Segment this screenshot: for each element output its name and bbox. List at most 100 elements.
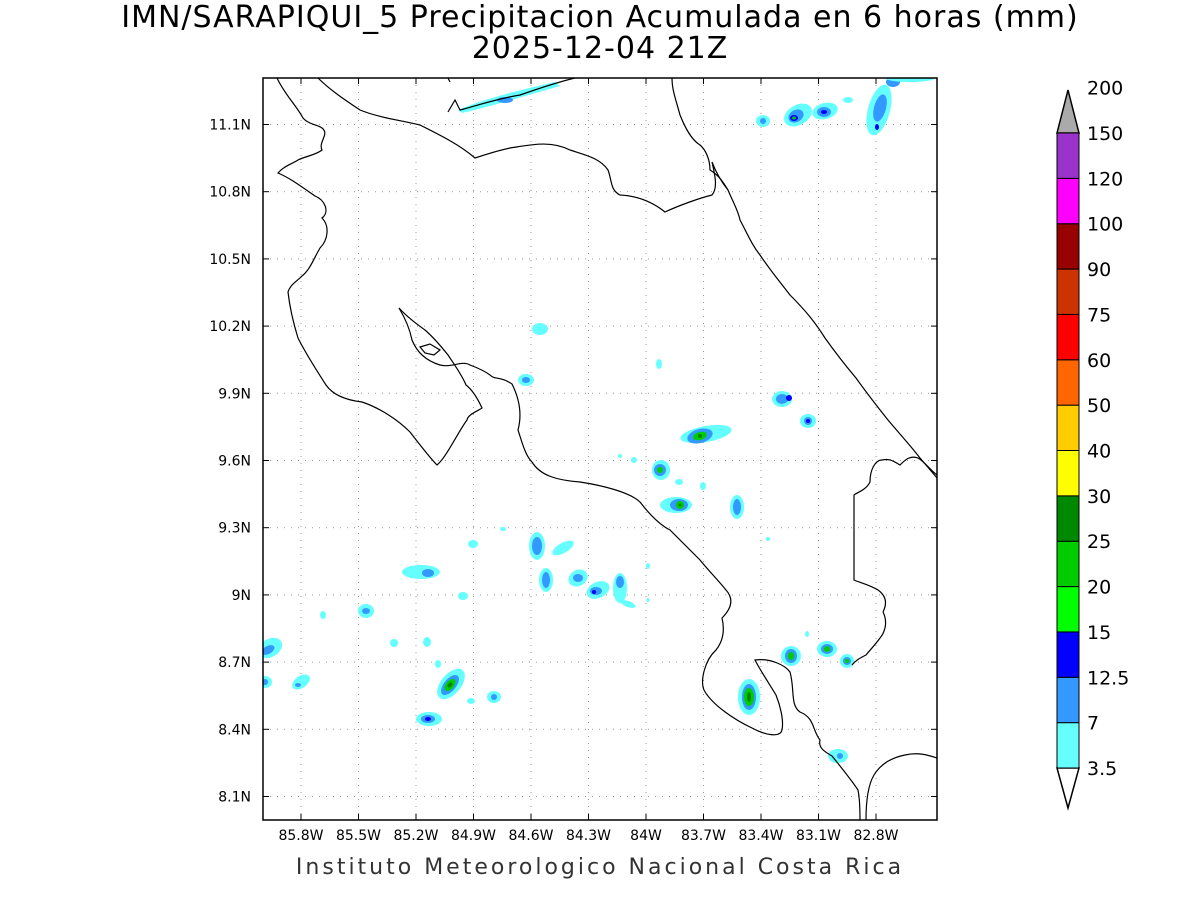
precip-cell [532, 323, 548, 335]
precip-cell [539, 568, 553, 592]
precip-cell [263, 676, 272, 688]
precip-cell [656, 359, 662, 369]
precip-cell [613, 573, 636, 608]
precip-cell [618, 454, 637, 463]
precip-cell [552, 540, 574, 556]
precip-cell [805, 631, 809, 637]
precip-cell [660, 497, 692, 513]
colorbar-label: 20 [1087, 577, 1111, 599]
precip-cells [263, 78, 935, 763]
colorbar-swatch [1056, 177, 1080, 225]
colorbar-label: 7 [1087, 713, 1099, 735]
precip-cell [487, 691, 501, 703]
coastlines [276, 78, 937, 820]
x-tick-label: 85.8W [278, 828, 323, 844]
precip-cell [586, 581, 610, 599]
precip-cell [817, 641, 837, 657]
precip-cell [866, 78, 935, 136]
colorbar-swatch [1056, 268, 1080, 315]
precip-cell [320, 611, 431, 647]
colorbar-label: 25 [1087, 531, 1111, 553]
precip-cell [416, 712, 442, 726]
precip-cell [437, 668, 465, 700]
precip-cell [756, 115, 770, 127]
precip-cell [781, 646, 801, 666]
precip-cell [358, 604, 374, 618]
precip-cell [730, 495, 744, 519]
colorbar-swatch [1056, 586, 1080, 633]
y-tick-label: 8.4N [218, 722, 251, 738]
x-tick-label: 84.3W [566, 828, 611, 844]
colorbar-label: 100 [1087, 214, 1123, 236]
colorbar-swatch [1056, 722, 1080, 769]
x-axis: 85.8W 85.5W 85.2W 84.9W 84.6W 84.3W 84W 83.7W 83… [278, 78, 899, 844]
precip-cell [843, 97, 853, 103]
y-tick-label: 9N [232, 588, 251, 604]
precip-cell [529, 532, 545, 560]
precip-cell [652, 460, 670, 480]
x-tick-label: 84.6W [508, 828, 553, 844]
colorbar-swatch [1056, 676, 1080, 724]
y-tick-label: 10.8N [209, 185, 251, 201]
x-tick-label: 82.8W [853, 828, 898, 844]
colorbar-swatch [1056, 313, 1080, 361]
colorbar-swatch [1056, 631, 1080, 678]
colorbar-label: 75 [1087, 304, 1111, 326]
precip-cell [680, 424, 732, 444]
colorbar-label: 50 [1087, 395, 1111, 417]
precip-cell [568, 569, 588, 587]
precip-cell [738, 679, 760, 715]
y-tick-label: 9.9N [218, 386, 251, 402]
y-tick-label: 8.7N [218, 655, 251, 671]
precip-cell [402, 565, 440, 579]
y-tick-label: 11.1N [209, 118, 251, 134]
precip-cell [828, 749, 848, 763]
x-tick-label: 85.5W [336, 828, 381, 844]
colorbar-label: 60 [1087, 350, 1111, 372]
x-tick-label: 83.7W [681, 828, 726, 844]
precip-cell [800, 414, 816, 428]
y-tick-label: 9.6N [218, 454, 251, 470]
precip-cell [518, 374, 534, 386]
colorbar-label: 12.5 [1087, 667, 1129, 689]
precip-cell [646, 563, 650, 602]
map-timestamp: 2025-12-04 21Z [471, 31, 729, 66]
precip-cell [840, 654, 854, 668]
precip-cell [784, 103, 812, 127]
grid-lines [263, 78, 937, 820]
colorbar-swatch [1056, 223, 1080, 270]
colorbar-swatch [1056, 540, 1080, 588]
colorbar-swatch [1056, 404, 1080, 451]
x-tick-label: 84W [630, 828, 662, 844]
x-tick-label: 85.2W [393, 828, 438, 844]
y-tick-label: 8.1N [218, 790, 251, 806]
colorbar-arrow-bottom [1056, 767, 1080, 811]
precip-cell [812, 102, 838, 120]
colorbar-label: 15 [1087, 622, 1111, 644]
colorbar-arrow-top [1056, 89, 1080, 134]
precip-cell [263, 637, 283, 659]
precip-cell [468, 527, 770, 548]
colorbar-swatch [1056, 359, 1080, 406]
plot-frame [262, 77, 938, 821]
colorbar-label: 120 [1087, 168, 1123, 190]
colorbar-label: 200 [1087, 78, 1123, 100]
precip-cell [467, 698, 475, 704]
map-title: IMN/SARAPIQUI_5 Precipitacion Acumulada … [121, 0, 1079, 35]
precip-cell [292, 674, 310, 690]
precip-cell [458, 592, 468, 600]
x-tick-label: 84.9W [451, 828, 496, 844]
colorbar-swatch [1056, 450, 1080, 497]
y-tick-label: 9.3N [218, 521, 251, 537]
precip-cell [675, 479, 706, 490]
precip-cell [772, 391, 792, 407]
colorbar-swatch [1056, 132, 1080, 179]
colorbar-label: 150 [1087, 123, 1123, 145]
y-tick-label: 10.2N [209, 319, 251, 335]
y-axis: 11.1N 10.8N 10.5N 10.2N 9.9N 9.6N 9.3N 9N 8.7N 8.… [209, 118, 937, 806]
colorbar: 3.5 7 12.5 15 20 25 30 40 50 60 75 90 100 120 150 200 [1056, 78, 1129, 811]
colorbar-label: 3.5 [1087, 758, 1117, 780]
credit-text: Instituto Meteorologico Nacional Costa R… [295, 855, 905, 880]
y-tick-label: 10.5N [209, 252, 251, 268]
